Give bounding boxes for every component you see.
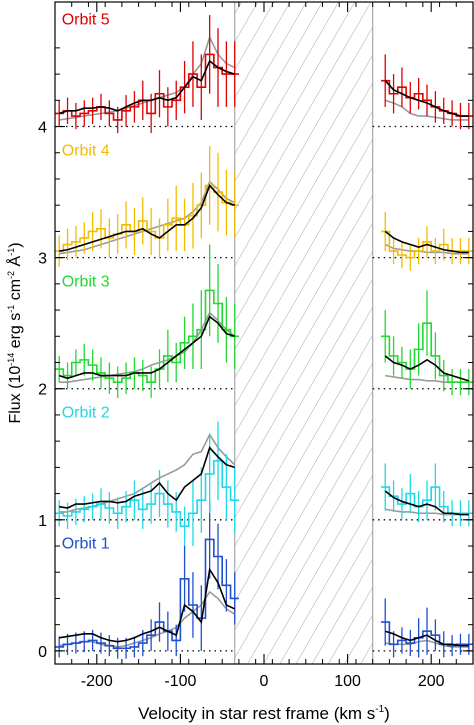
data-histogram <box>55 538 239 650</box>
x-tick-label: 100 <box>334 673 361 690</box>
y-tick-label: 4 <box>38 120 47 137</box>
data-histogram <box>381 486 473 515</box>
series-orbit-1 <box>55 500 473 659</box>
model-line-black <box>58 59 235 115</box>
orbit-label: Orbit 2 <box>62 405 110 422</box>
model-line-black <box>384 230 469 254</box>
x-tick-label: 200 <box>418 673 445 690</box>
model-line-black <box>59 184 235 252</box>
model-line-black <box>384 490 469 516</box>
x-tick-label: -200 <box>81 673 113 690</box>
hatched-gap-region <box>234 2 373 664</box>
model-line-black <box>58 315 235 380</box>
y-tick-label: 1 <box>38 513 47 530</box>
y-tick-label: 2 <box>38 382 47 399</box>
orbit-label: Orbit 5 <box>62 11 110 28</box>
series-layer <box>55 15 473 659</box>
orbit-label: Orbit 1 <box>62 536 110 553</box>
series-orbit-3 <box>55 244 473 398</box>
zero-baselines <box>55 125 473 652</box>
data-histogram <box>55 460 239 528</box>
data-histogram <box>381 621 473 647</box>
model-line-black <box>384 630 469 647</box>
data-histogram <box>55 53 239 121</box>
model-line-gray <box>59 180 236 255</box>
series-orbit-5 <box>55 15 473 134</box>
data-histogram <box>381 322 473 383</box>
series-orbit-4 <box>55 146 473 271</box>
model-line-black <box>384 80 469 117</box>
orbit-label: Orbit 4 <box>62 142 110 159</box>
x-tick-label: 0 <box>260 673 269 690</box>
data-histogram <box>55 289 239 383</box>
model-line-black <box>59 446 235 509</box>
x-tick-label: -100 <box>164 673 196 690</box>
model-line-black <box>59 567 236 643</box>
model-line-gray <box>59 311 236 383</box>
axis-ticks: -200 -100 0 100 200 0 1 2 3 4 <box>38 2 474 690</box>
x-axis-label: Velocity in star rest frame (km s-1) <box>138 704 390 723</box>
y-tick-label: 3 <box>38 251 47 268</box>
y-axis-label: Flux (10-14 erg s-1 cm-2 Å-1) <box>5 242 24 423</box>
orbit-labels: Orbit 1 Orbit 2 Orbit 3 Orbit 4 Orbit 5 <box>62 11 110 552</box>
model-line-black <box>384 355 470 382</box>
series-orbit-2 <box>55 421 473 547</box>
data-histogram <box>55 184 239 252</box>
orbit-label: Orbit 3 <box>62 273 110 290</box>
y-tick-label: 0 <box>38 644 47 661</box>
